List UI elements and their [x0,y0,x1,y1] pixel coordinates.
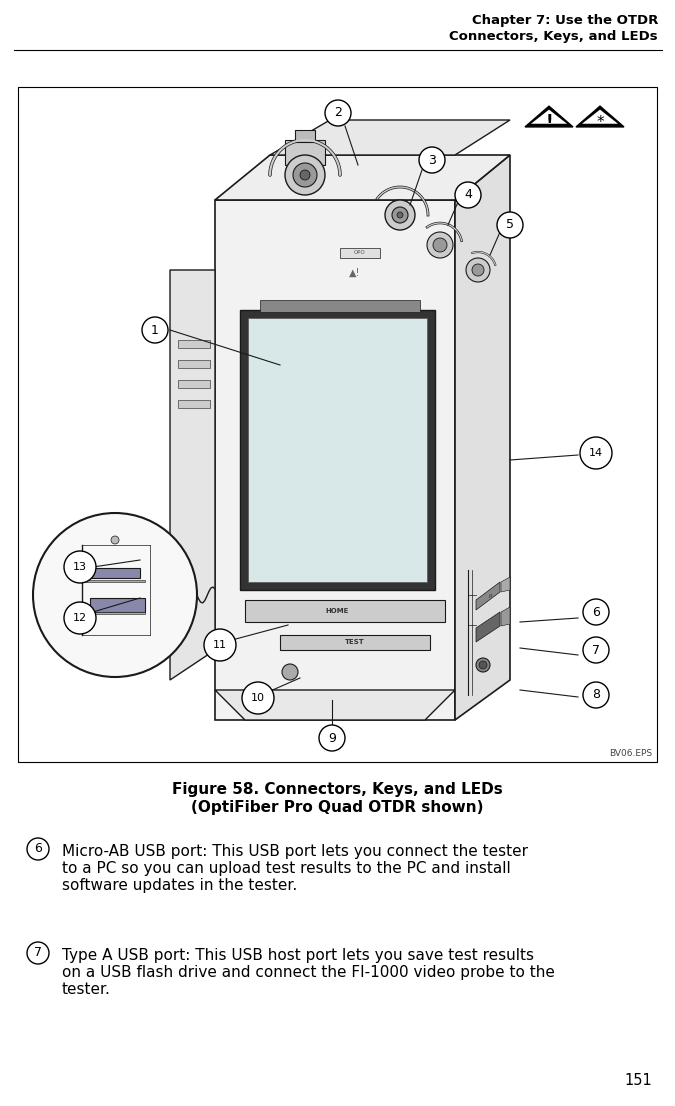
Polygon shape [178,359,210,368]
Text: 9: 9 [328,731,336,744]
Polygon shape [501,577,510,592]
Polygon shape [215,200,455,720]
Circle shape [583,599,609,625]
Polygon shape [582,109,618,124]
Circle shape [397,212,403,218]
Text: Chapter 7: Use the OTDR: Chapter 7: Use the OTDR [472,14,658,27]
Polygon shape [215,690,455,720]
Circle shape [455,182,481,208]
Polygon shape [85,612,145,614]
Polygon shape [455,155,510,720]
Text: 6: 6 [34,843,42,856]
Text: 3: 3 [428,154,436,167]
Polygon shape [85,580,145,582]
Circle shape [111,536,119,544]
Text: 151: 151 [624,1073,652,1088]
Text: Micro-AB USB port: This USB port lets you connect the tester: Micro-AB USB port: This USB port lets yo… [62,844,528,859]
Text: Connectors, Keys, and LEDs: Connectors, Keys, and LEDs [450,30,658,43]
Text: 10: 10 [251,693,265,703]
Polygon shape [280,635,430,650]
Polygon shape [248,319,427,582]
Circle shape [204,629,236,661]
Polygon shape [525,106,573,127]
Circle shape [392,207,408,223]
Text: HOME: HOME [325,608,349,614]
Text: 7: 7 [34,947,42,960]
Polygon shape [476,582,500,611]
Text: ρ: ρ [488,593,492,597]
Bar [18,87,657,762]
Circle shape [427,232,453,258]
Circle shape [583,637,609,662]
Polygon shape [245,599,445,622]
Text: Figure 58. Connectors, Keys, and LEDs: Figure 58. Connectors, Keys, and LEDs [171,782,502,797]
Text: 11: 11 [213,640,227,650]
Polygon shape [501,607,510,626]
Polygon shape [295,131,315,142]
Text: 1: 1 [151,323,159,336]
Circle shape [293,163,317,187]
Polygon shape [178,380,210,388]
Text: 12: 12 [73,613,87,623]
Polygon shape [178,340,210,348]
Polygon shape [270,119,510,155]
Circle shape [142,317,168,343]
Text: 2: 2 [334,106,342,119]
Polygon shape [260,300,420,312]
Circle shape [285,155,325,195]
Circle shape [497,212,523,238]
Circle shape [33,513,197,677]
Polygon shape [340,248,380,258]
Polygon shape [240,310,435,589]
Text: on a USB flash drive and connect the FI-1000 video probe to the: on a USB flash drive and connect the FI-… [62,966,555,980]
Circle shape [64,602,96,634]
Polygon shape [90,568,140,578]
Circle shape [580,437,612,469]
Text: to a PC so you can upload test results to the PC and install: to a PC so you can upload test results t… [62,860,511,876]
Circle shape [27,838,49,860]
Polygon shape [215,155,510,200]
Circle shape [325,100,351,126]
Text: BV06.EPS: BV06.EPS [609,749,652,758]
Text: !: ! [545,113,553,131]
Circle shape [472,264,484,276]
Circle shape [64,551,96,583]
Circle shape [27,942,49,964]
Text: OPO: OPO [354,250,366,255]
Circle shape [419,147,445,173]
Circle shape [433,238,447,252]
Text: 5: 5 [506,219,514,231]
Circle shape [300,170,310,180]
Circle shape [479,661,487,669]
Text: 8: 8 [592,689,600,701]
Text: 13: 13 [73,562,87,572]
Text: Type A USB port: This USB host port lets you save test results: Type A USB port: This USB host port lets… [62,948,534,963]
Text: 6: 6 [592,605,600,618]
Text: TEST: TEST [345,639,365,645]
Polygon shape [170,270,215,680]
Text: 7: 7 [592,644,600,657]
Polygon shape [476,612,500,641]
Text: *: * [596,115,604,129]
Polygon shape [531,109,567,124]
Text: tester.: tester. [62,982,111,997]
Polygon shape [576,106,624,127]
Polygon shape [285,140,325,165]
Text: 14: 14 [589,448,603,458]
Circle shape [319,726,345,751]
Text: ▲!: ▲! [350,268,360,278]
Circle shape [583,682,609,708]
Text: (OptiFiber Pro Quad OTDR shown): (OptiFiber Pro Quad OTDR shown) [191,800,483,815]
Circle shape [466,258,490,282]
Text: software updates in the tester.: software updates in the tester. [62,878,297,893]
Polygon shape [178,400,210,408]
Circle shape [385,200,415,230]
Circle shape [476,658,490,672]
Polygon shape [90,598,145,612]
Circle shape [242,682,274,714]
Circle shape [282,664,298,680]
Text: 4: 4 [464,188,472,201]
